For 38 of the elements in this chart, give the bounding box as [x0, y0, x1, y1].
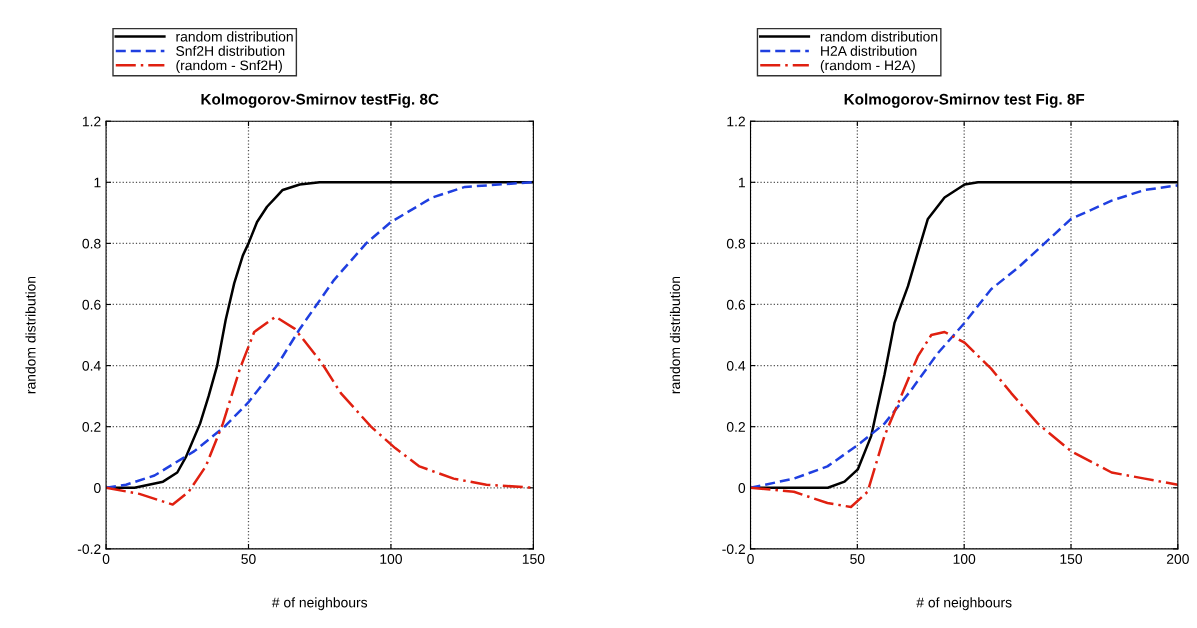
legend-label: random distribution	[176, 31, 293, 42]
x-tick-label: 50	[241, 554, 256, 564]
y-tick-label: 1	[94, 177, 101, 188]
legend-label: H2A distribution	[821, 45, 917, 56]
legend-label: Snf2H distribution	[176, 45, 285, 56]
x-tick-label: 100	[953, 554, 976, 564]
y-tick-label: 0	[94, 483, 101, 493]
x-tick-label: 200	[1166, 554, 1189, 564]
y-tick-label: 0.8	[726, 238, 746, 249]
legend-label: random distribution	[820, 31, 938, 42]
y-tick-label: 0.2	[726, 422, 745, 432]
chart-title: Kolmogorov-Smirnov test Fig. 8F	[844, 93, 1085, 108]
y-tick-label: 0.6	[726, 299, 746, 310]
y-tick-label: -0.2	[77, 544, 101, 555]
y-tick-label: 1	[738, 177, 745, 188]
x-tick-label: 150	[1060, 554, 1083, 564]
y-tick-label: 0.6	[82, 299, 101, 310]
x-tick-label: 150	[522, 554, 545, 564]
y-tick-label: -0.2	[722, 544, 745, 555]
y-tick-label: 0.4	[726, 360, 746, 371]
legend-label: (random - H2A)	[820, 60, 915, 73]
y-tick-label: 0.8	[82, 238, 101, 249]
y-axis-title: random distribution	[669, 276, 681, 394]
x-axis-title: # of neighbours	[271, 597, 368, 611]
y-tick-label: 0.4	[82, 360, 101, 371]
x-axis-title: # of neighbours	[916, 597, 1012, 611]
y-tick-label: 0.2	[82, 422, 101, 432]
x-tick-label: 0	[747, 554, 754, 564]
x-tick-label: 0	[102, 554, 110, 564]
y-tick-label: 1.2	[82, 116, 101, 127]
x-tick-label: 50	[850, 554, 865, 564]
legend-label: (random - Snf2H)	[176, 60, 282, 73]
line-series	[750, 330, 1178, 509]
y-tick-label: 0	[738, 483, 746, 493]
chart-title: Kolmogorov-Smirnov testFig. 8C	[201, 93, 439, 108]
y-tick-label: 1.2	[727, 116, 745, 127]
x-tick-label: 100	[380, 554, 402, 564]
y-axis-title: random distribution	[25, 276, 36, 394]
